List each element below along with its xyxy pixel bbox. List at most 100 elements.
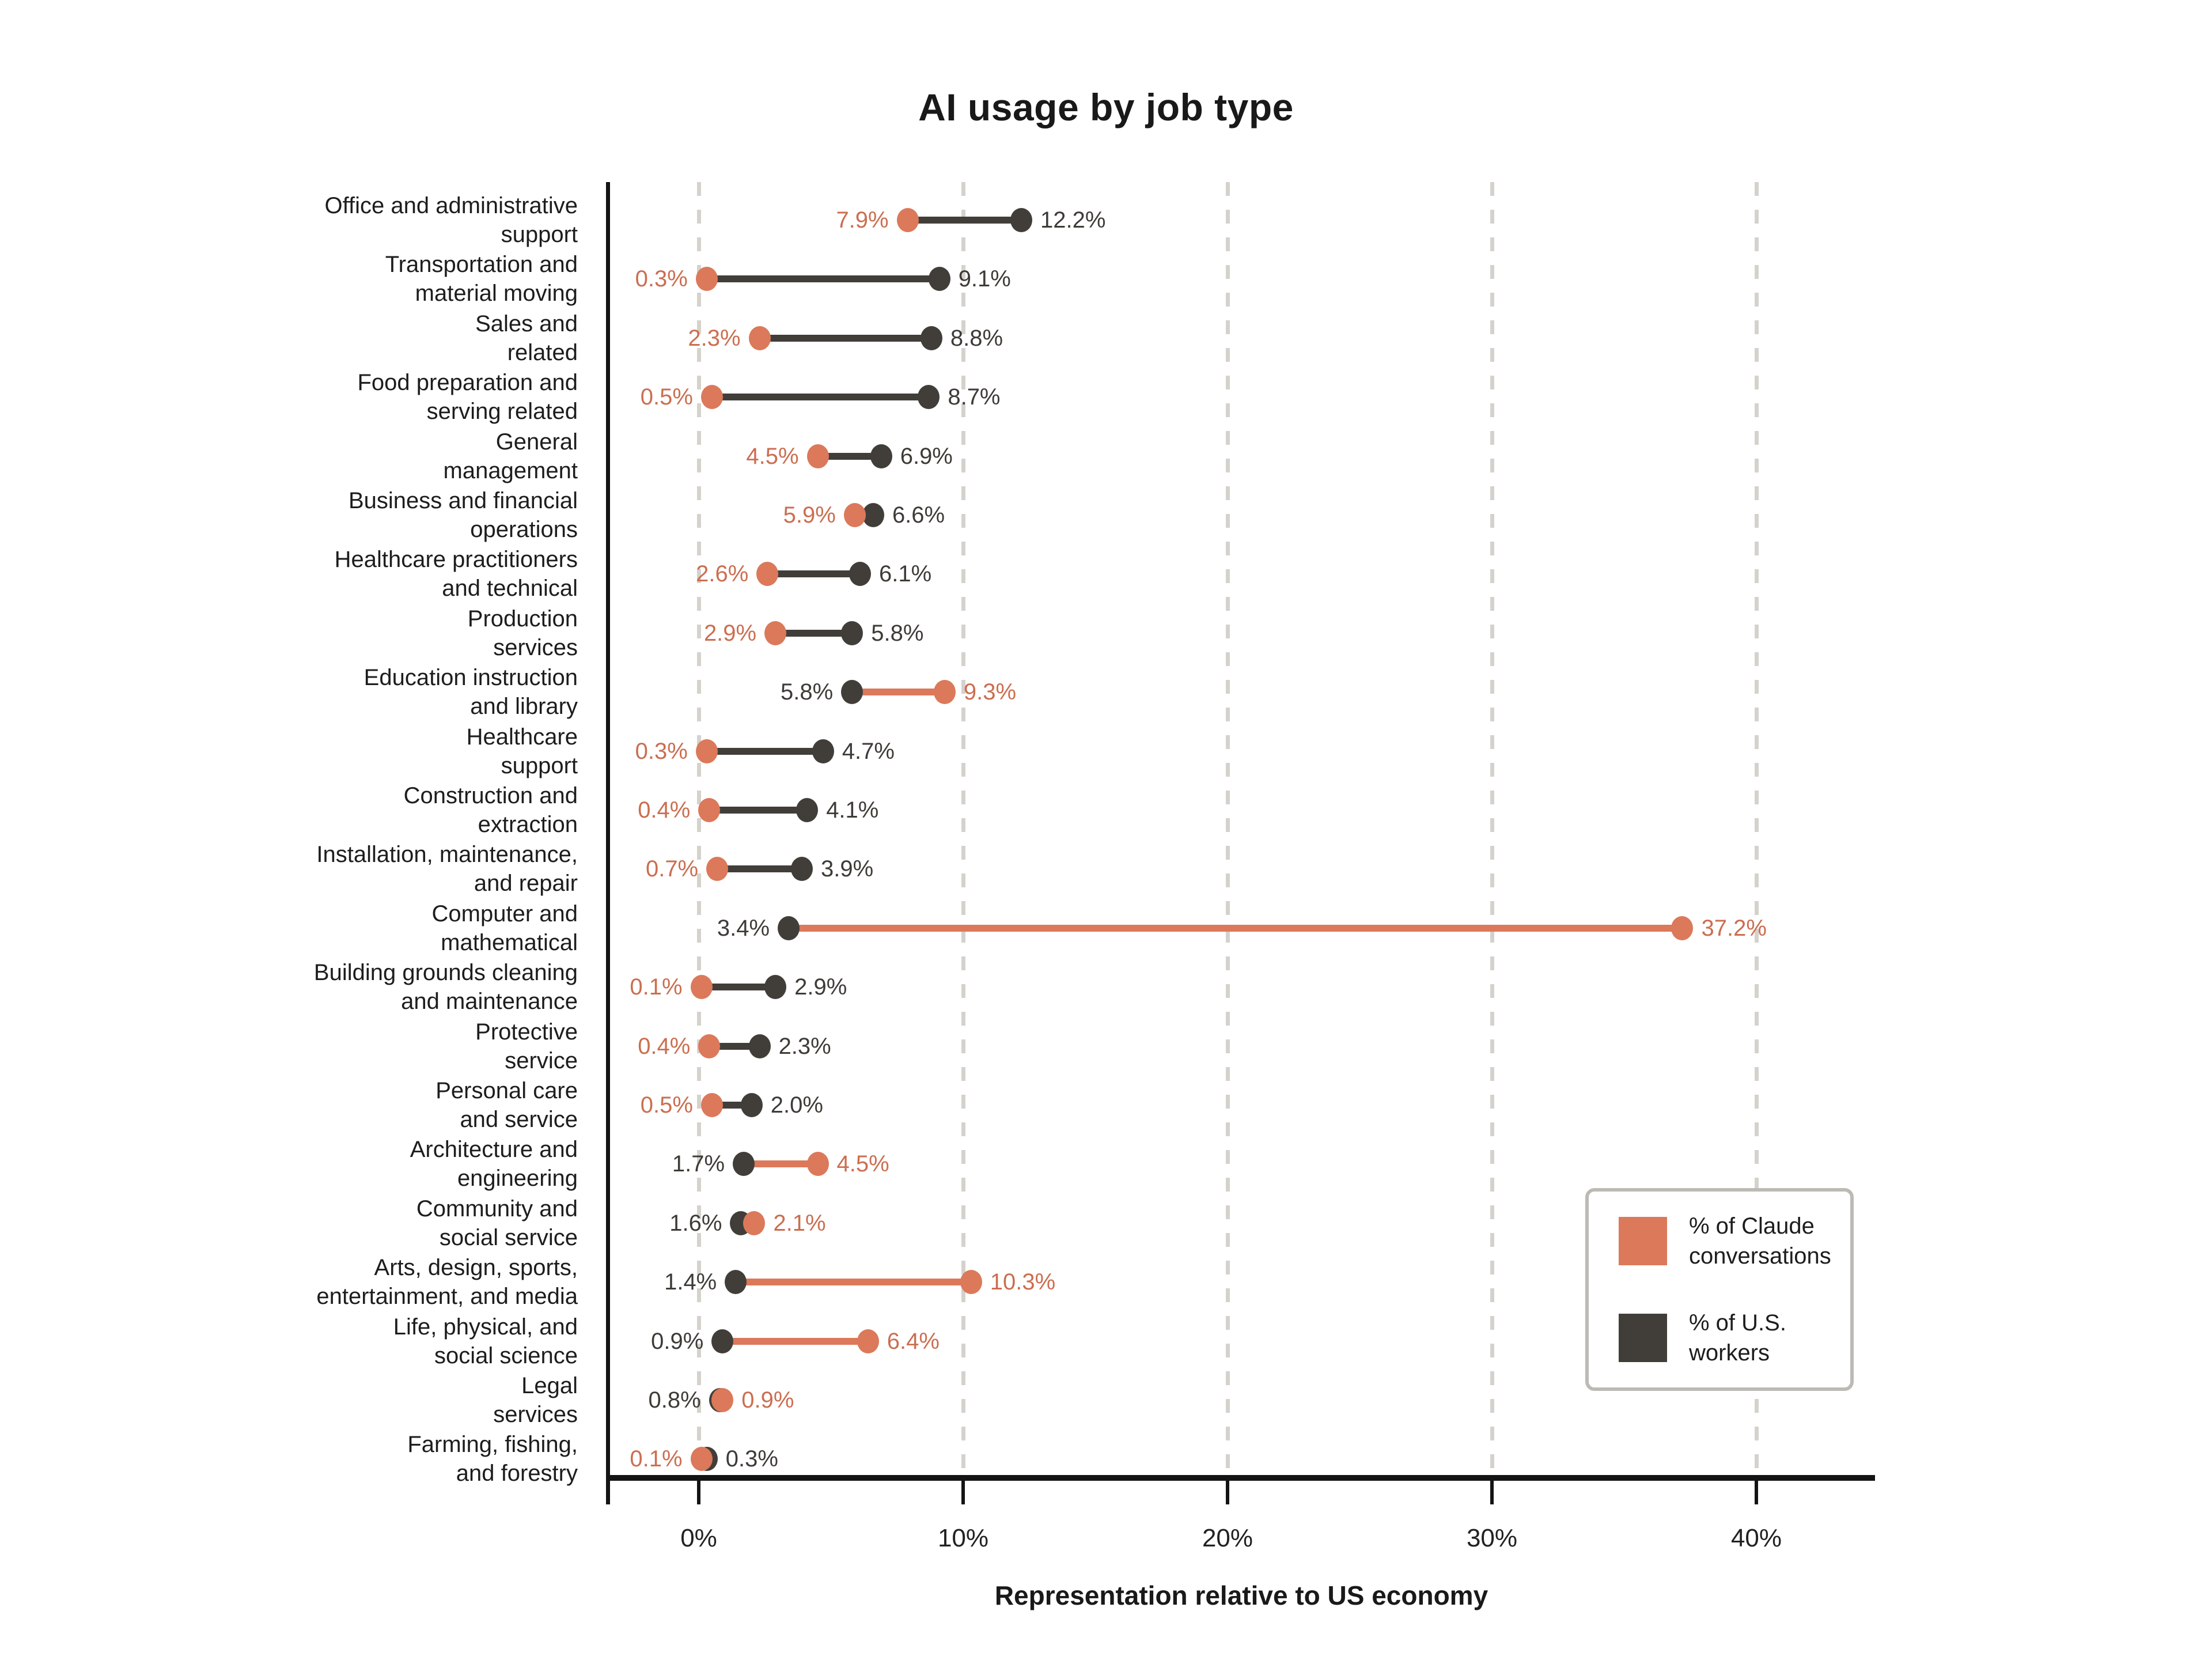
- claude-dot: [806, 1152, 829, 1177]
- category-label: Arts, design, sports, entertainment, and …: [198, 1253, 578, 1311]
- category-label: Healthcare support: [198, 723, 578, 780]
- workers-value-label: 4.1%: [826, 797, 879, 823]
- category-label-line: Community and: [416, 1196, 578, 1221]
- workers-dot: [918, 385, 940, 410]
- workers-dot: [725, 1270, 747, 1295]
- workers-value-label: 3.4%: [717, 915, 770, 941]
- workers-dot: [870, 444, 892, 468]
- category-label-line: Production: [467, 606, 578, 631]
- category-label-line: operations: [470, 517, 578, 542]
- category-label-line: serving related: [426, 399, 578, 425]
- dumbbell-connector: [736, 1279, 971, 1286]
- category-label-line: and technical: [442, 576, 578, 602]
- workers-value-label: 1.7%: [672, 1151, 725, 1177]
- workers-value-label: 6.1%: [878, 561, 932, 587]
- claude-value-label: 2.1%: [773, 1210, 826, 1236]
- claude-dot: [698, 1034, 721, 1058]
- category-label-line: Office and administrative: [324, 193, 578, 218]
- dumbbell-connector: [852, 689, 945, 696]
- claude-value-label: 4.5%: [836, 1151, 889, 1177]
- claude-dot: [700, 1093, 723, 1117]
- category-label: Installation, maintenance, and repair: [198, 840, 578, 898]
- workers-dot: [778, 916, 800, 940]
- workers-value-label: 1.4%: [664, 1269, 717, 1295]
- category-label-line: engineering: [457, 1166, 578, 1192]
- dumbbell-connector: [706, 747, 823, 755]
- workers-value-label: 2.9%: [794, 974, 847, 1000]
- legend-label-workers: % of U.S. workers: [1689, 1310, 1786, 1366]
- x-tick-label: 0%: [680, 1524, 717, 1552]
- claude-dot: [806, 444, 829, 468]
- workers-value-label: 8.7%: [948, 384, 1001, 410]
- legend-swatch-workers-icon: [1619, 1314, 1667, 1362]
- claude-value-label: 0.9%: [741, 1387, 794, 1413]
- category-label-line: and maintenance: [401, 989, 578, 1015]
- x-axis-title: Representation relative to US economy: [994, 1580, 1488, 1610]
- category-label-line: support: [501, 222, 578, 247]
- claude-value-label: 6.4%: [887, 1328, 940, 1354]
- category-label-line: Arts, design, sports,: [374, 1255, 578, 1281]
- dumbbell-connector: [789, 924, 1683, 932]
- claude-value-label: 4.5%: [746, 443, 799, 469]
- claude-value-label: 0.7%: [645, 856, 699, 882]
- dumbbell-connector: [711, 394, 929, 401]
- category-label-line: Transportation and: [385, 252, 578, 278]
- claude-dot: [933, 680, 956, 705]
- category-label: Transportation and material moving: [198, 250, 578, 308]
- dumbbell-connector: [717, 865, 802, 873]
- workers-dot: [862, 503, 884, 527]
- category-label-line: Healthcare: [466, 724, 578, 750]
- claude-value-label: 0.5%: [640, 384, 693, 410]
- category-label-line: social service: [439, 1224, 578, 1250]
- x-axis-tick: [697, 1478, 700, 1504]
- gridline-40%: [1754, 182, 1759, 1478]
- workers-value-label: 6.9%: [900, 443, 953, 469]
- claude-value-label: 10.3%: [990, 1269, 1056, 1295]
- workers-value-label: 12.2%: [1040, 207, 1106, 233]
- category-label-line: Farming, fishing,: [407, 1432, 578, 1458]
- category-label: Building grounds cleaning and maintenance: [198, 958, 578, 1016]
- workers-dot: [791, 857, 813, 882]
- workers-dot: [841, 621, 863, 645]
- category-label-line: and forestry: [456, 1461, 578, 1487]
- x-tick-label: 40%: [1730, 1524, 1782, 1552]
- claude-dot: [695, 739, 718, 763]
- claude-dot: [857, 1329, 879, 1353]
- category-label: Farming, fishing, and forestry: [198, 1430, 578, 1488]
- claude-dot: [743, 1211, 766, 1235]
- category-label-line: services: [493, 1402, 578, 1427]
- category-label-line: support: [501, 752, 578, 778]
- workers-dot: [928, 267, 950, 292]
- workers-dot: [740, 1093, 763, 1117]
- category-label: Production services: [198, 604, 578, 662]
- workers-dot: [764, 975, 787, 1000]
- claude-value-label: 0.4%: [638, 1033, 691, 1059]
- workers-value-label: 5.8%: [781, 679, 834, 705]
- legend-item-workers: % of U.S. workers: [1619, 1308, 1850, 1368]
- dumbbell-connector: [722, 1337, 868, 1345]
- category-label-line: services: [493, 634, 578, 660]
- x-tick-label: 10%: [937, 1524, 989, 1552]
- category-label: Office and administrative support: [198, 191, 578, 249]
- workers-value-label: 8.8%: [950, 325, 1003, 351]
- category-label: Construction and extraction: [198, 781, 578, 839]
- workers-dot: [920, 326, 942, 350]
- category-label: Architecture and engineering: [198, 1135, 578, 1193]
- workers-value-label: 0.8%: [648, 1387, 701, 1413]
- category-label: General management: [198, 428, 578, 485]
- category-label-line: Legal: [521, 1373, 578, 1398]
- workers-value-label: 0.3%: [725, 1446, 778, 1472]
- claude-value-label: 0.3%: [635, 738, 688, 764]
- x-axis-tick: [1755, 1478, 1758, 1504]
- category-label: Protective service: [198, 1018, 578, 1075]
- workers-value-label: 6.6%: [892, 502, 945, 528]
- category-label-line: Personal care: [435, 1078, 578, 1103]
- claude-value-label: 0.1%: [630, 974, 683, 1000]
- claude-value-label: 0.1%: [630, 1446, 683, 1472]
- claude-dot: [700, 385, 723, 410]
- category-label: Sales and related: [198, 309, 578, 367]
- workers-dot: [849, 562, 871, 587]
- workers-value-label: 0.9%: [651, 1328, 704, 1354]
- claude-value-label: 37.2%: [1701, 915, 1767, 941]
